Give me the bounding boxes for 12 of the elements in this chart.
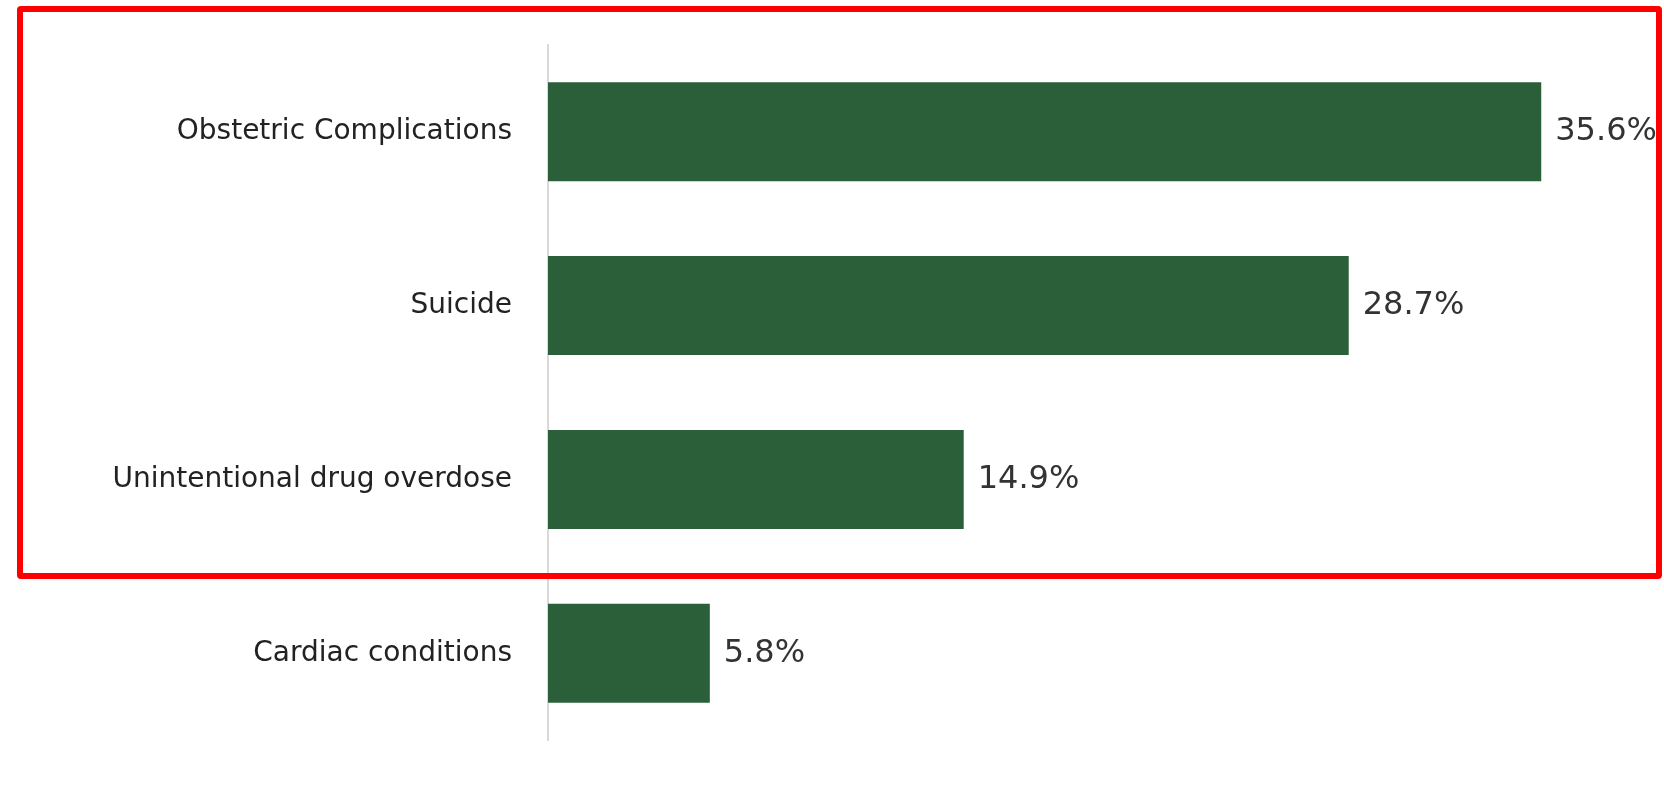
bar xyxy=(548,256,1349,356)
y-tick-label: Unintentional drug overdose xyxy=(112,460,512,494)
data-label: 14.9% xyxy=(977,457,1080,496)
bar xyxy=(548,82,1542,182)
bar xyxy=(548,603,710,703)
y-tick-label: Obstetric Complications xyxy=(176,113,512,147)
data-label: 5.8% xyxy=(723,631,806,670)
bar xyxy=(548,429,964,529)
y-tick-label: Suicide xyxy=(410,286,512,320)
y-tick-label: Cardiac conditions xyxy=(253,634,512,668)
data-label: 28.7% xyxy=(1362,283,1465,322)
data-label: 35.6% xyxy=(1555,110,1657,149)
